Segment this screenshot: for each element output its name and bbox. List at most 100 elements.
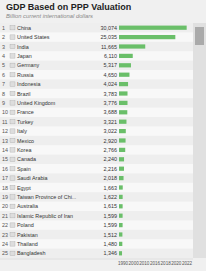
data-label: 2,766 bbox=[104, 147, 118, 153]
flag bbox=[10, 35, 15, 39]
rank: 1 bbox=[2, 25, 5, 31]
data-label: 2,018 bbox=[104, 175, 118, 181]
row-band bbox=[0, 136, 193, 145]
data-label: 11,665 bbox=[101, 44, 117, 50]
category-label: Japan bbox=[17, 53, 32, 59]
rank: 20 bbox=[2, 203, 8, 209]
rank: 15 bbox=[2, 156, 8, 162]
rank: 3 bbox=[2, 44, 5, 50]
category-label: Russia bbox=[17, 72, 33, 78]
category-label: Australia bbox=[17, 203, 38, 209]
flag bbox=[10, 120, 15, 124]
flag bbox=[10, 176, 15, 180]
scroll-thumb bbox=[195, 27, 204, 45]
plot-area bbox=[0, 23, 193, 258]
row-band bbox=[0, 230, 193, 239]
rank: 6 bbox=[2, 72, 5, 78]
data-label: 1,615 bbox=[104, 203, 118, 209]
category-label: India bbox=[17, 44, 29, 50]
scrollbar bbox=[193, 23, 206, 258]
row-band bbox=[0, 42, 193, 51]
flag bbox=[10, 91, 15, 95]
row-band bbox=[0, 192, 193, 201]
flag bbox=[10, 54, 15, 58]
category-label: France bbox=[17, 109, 34, 115]
data-label: 1,663 bbox=[104, 185, 118, 191]
flag bbox=[10, 242, 15, 246]
flag bbox=[10, 138, 15, 142]
bar bbox=[119, 195, 123, 199]
flag bbox=[10, 129, 15, 133]
bar bbox=[119, 251, 122, 255]
flag bbox=[10, 101, 15, 105]
year-label: 2022 bbox=[182, 261, 193, 266]
data-label: 30,074 bbox=[101, 25, 118, 31]
category-label: China bbox=[17, 25, 31, 31]
category-label: Egypt bbox=[17, 185, 31, 191]
data-label: 1,512 bbox=[104, 232, 118, 238]
data-label: 4,650 bbox=[104, 72, 118, 78]
category-label: Thailand bbox=[17, 241, 38, 247]
bar bbox=[119, 54, 133, 58]
bars bbox=[119, 26, 187, 256]
bar bbox=[119, 138, 126, 142]
row-band bbox=[0, 211, 193, 220]
rank: 2 bbox=[2, 34, 5, 40]
row-band bbox=[0, 249, 193, 258]
year-label: 2016 bbox=[150, 261, 161, 266]
bar bbox=[119, 214, 123, 218]
data-label: 2,240 bbox=[104, 156, 118, 162]
flag bbox=[10, 110, 15, 114]
data-label: 1,599 bbox=[104, 222, 118, 228]
flag bbox=[10, 167, 15, 171]
data-label: 3,022 bbox=[104, 128, 118, 134]
rank: 7 bbox=[2, 81, 5, 87]
bar bbox=[119, 129, 126, 133]
rank: 8 bbox=[2, 91, 5, 97]
bar bbox=[119, 157, 124, 161]
bar bbox=[119, 44, 145, 48]
rank: 11 bbox=[2, 119, 8, 125]
bar bbox=[119, 73, 129, 77]
rank: 17 bbox=[2, 175, 8, 181]
bar bbox=[119, 91, 128, 95]
rank: 22 bbox=[2, 222, 8, 228]
data-label: 1,599 bbox=[104, 213, 118, 219]
data-label: 1,480 bbox=[104, 241, 118, 247]
flag bbox=[10, 214, 15, 218]
flag bbox=[10, 26, 15, 30]
row-band bbox=[0, 61, 193, 70]
data-label: 1,346 bbox=[104, 250, 118, 256]
flag bbox=[10, 63, 15, 67]
category-label: Islamic Republic of Iran bbox=[17, 213, 73, 219]
rank: 10 bbox=[2, 109, 8, 115]
bar bbox=[119, 82, 128, 86]
row-band bbox=[0, 155, 193, 164]
data-label: 2,920 bbox=[104, 138, 118, 144]
category-label: Brazil bbox=[17, 91, 30, 97]
category-label: Bangladesh bbox=[17, 250, 45, 256]
data-label: 3,783 bbox=[104, 91, 118, 97]
category-label: Pakistan bbox=[17, 232, 38, 238]
year-label: 1990 bbox=[118, 261, 129, 266]
background bbox=[0, 0, 206, 271]
bar bbox=[119, 223, 123, 227]
data-label: 3,688 bbox=[104, 109, 118, 115]
row-band bbox=[0, 117, 193, 126]
year-label: 2000 bbox=[129, 261, 140, 266]
rank: 16 bbox=[2, 166, 8, 172]
rank: 14 bbox=[2, 147, 8, 153]
bar bbox=[119, 110, 127, 114]
data-label: 3,321 bbox=[104, 119, 118, 125]
flag bbox=[10, 195, 15, 199]
bar bbox=[119, 35, 175, 39]
subtitle: Billion current international dollars bbox=[6, 13, 93, 19]
data-label: 2,216 bbox=[104, 166, 118, 172]
bar bbox=[119, 26, 187, 30]
category-label: United States bbox=[17, 34, 50, 40]
year-label: 2018 bbox=[161, 261, 172, 266]
category-label: United Kingdom bbox=[17, 100, 56, 106]
rank: 12 bbox=[2, 128, 8, 134]
rank: 21 bbox=[2, 213, 8, 219]
flag bbox=[10, 82, 15, 86]
